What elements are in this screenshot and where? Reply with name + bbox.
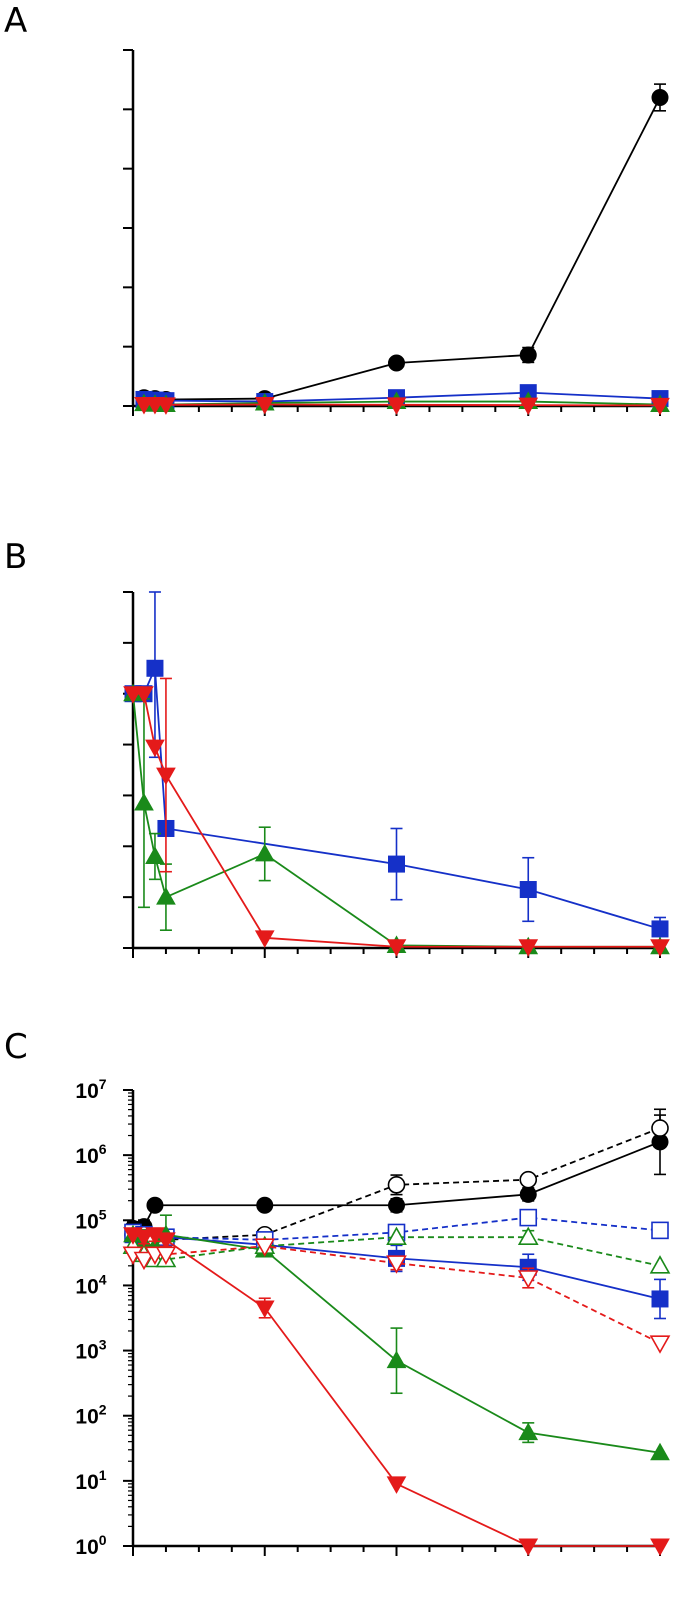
data-point [155, 1246, 177, 1265]
y-tick-exponent: 7 [99, 1076, 107, 1092]
y-tick-label: 100 [75, 1532, 106, 1559]
y-tick-exponent: 4 [99, 1271, 107, 1287]
data-point [254, 930, 275, 948]
series-line [133, 692, 660, 948]
data-point [386, 1350, 407, 1369]
data-point [519, 1208, 538, 1227]
data-point [517, 1270, 539, 1289]
data-point [388, 855, 405, 873]
data-point [649, 1335, 671, 1354]
y-tick-label: 106 [75, 1141, 106, 1168]
data-point [133, 1251, 155, 1271]
y-tick-exponent: 5 [99, 1206, 107, 1222]
data-point [519, 1185, 537, 1203]
data-point [651, 1221, 669, 1240]
data-point [156, 397, 176, 415]
series-red-control [122, 1238, 671, 1354]
data-point [386, 397, 407, 415]
y-tick-exponent: 0 [99, 1532, 107, 1548]
y-tick-exponent: 6 [99, 1141, 107, 1157]
data-point [134, 686, 154, 704]
data-point [518, 939, 539, 957]
data-point [519, 1170, 538, 1189]
y-tick-exponent: 1 [99, 1467, 107, 1483]
data-point [387, 1176, 406, 1194]
data-point [386, 1255, 407, 1274]
data-point [254, 1300, 275, 1319]
data-point [134, 1229, 154, 1248]
data-point [518, 1422, 539, 1441]
data-point [254, 843, 275, 862]
data-point [156, 767, 176, 786]
data-point [254, 1238, 276, 1257]
series-red [134, 397, 670, 416]
series-untreated [124, 1108, 669, 1237]
panel-label-c: C [4, 1027, 28, 1067]
data-point [156, 1232, 176, 1250]
data-point [650, 1442, 670, 1461]
series-line [132, 693, 660, 948]
data-point [388, 1196, 405, 1214]
data-point [651, 1119, 669, 1137]
panel-label-a: A [4, 1, 27, 41]
y-tick-label: 103 [75, 1337, 106, 1364]
y-tick-label: 107 [75, 1076, 106, 1103]
data-point [146, 1196, 164, 1214]
data-point [254, 397, 275, 415]
chart-panel-b [123, 591, 670, 958]
series-blue [124, 591, 669, 942]
data-point [650, 1538, 670, 1557]
series-red [123, 677, 670, 957]
data-point [386, 1476, 407, 1494]
data-point [519, 881, 537, 899]
data-point [145, 739, 165, 758]
panel-label-b: B [4, 537, 27, 577]
series-line [143, 97, 661, 401]
series-untreated [135, 83, 669, 408]
data-point [134, 793, 154, 811]
data-point [518, 397, 539, 416]
y-tick-label: 104 [75, 1271, 106, 1298]
data-point [519, 346, 537, 364]
data-point [651, 920, 669, 938]
chart-panel-a [123, 49, 670, 416]
y-tick-label: 102 [75, 1402, 106, 1429]
data-point [650, 397, 670, 416]
data-point [518, 1538, 539, 1557]
data-point [386, 939, 407, 957]
data-point [256, 1196, 274, 1214]
data-point [650, 939, 670, 957]
series-red [123, 1227, 670, 1557]
data-point [386, 1226, 407, 1245]
series-green [123, 683, 670, 955]
y-tick-exponent: 3 [99, 1337, 107, 1353]
data-point [146, 659, 164, 677]
data-point [517, 1226, 539, 1245]
data-point [145, 846, 165, 864]
data-point [651, 88, 669, 106]
y-tick-label: 101 [75, 1467, 106, 1494]
data-point [156, 887, 176, 905]
y-tick-label: 105 [75, 1206, 106, 1233]
data-point [649, 1255, 671, 1274]
data-point [651, 1290, 669, 1308]
y-tick-exponent: 2 [99, 1402, 107, 1418]
data-point [388, 354, 405, 372]
